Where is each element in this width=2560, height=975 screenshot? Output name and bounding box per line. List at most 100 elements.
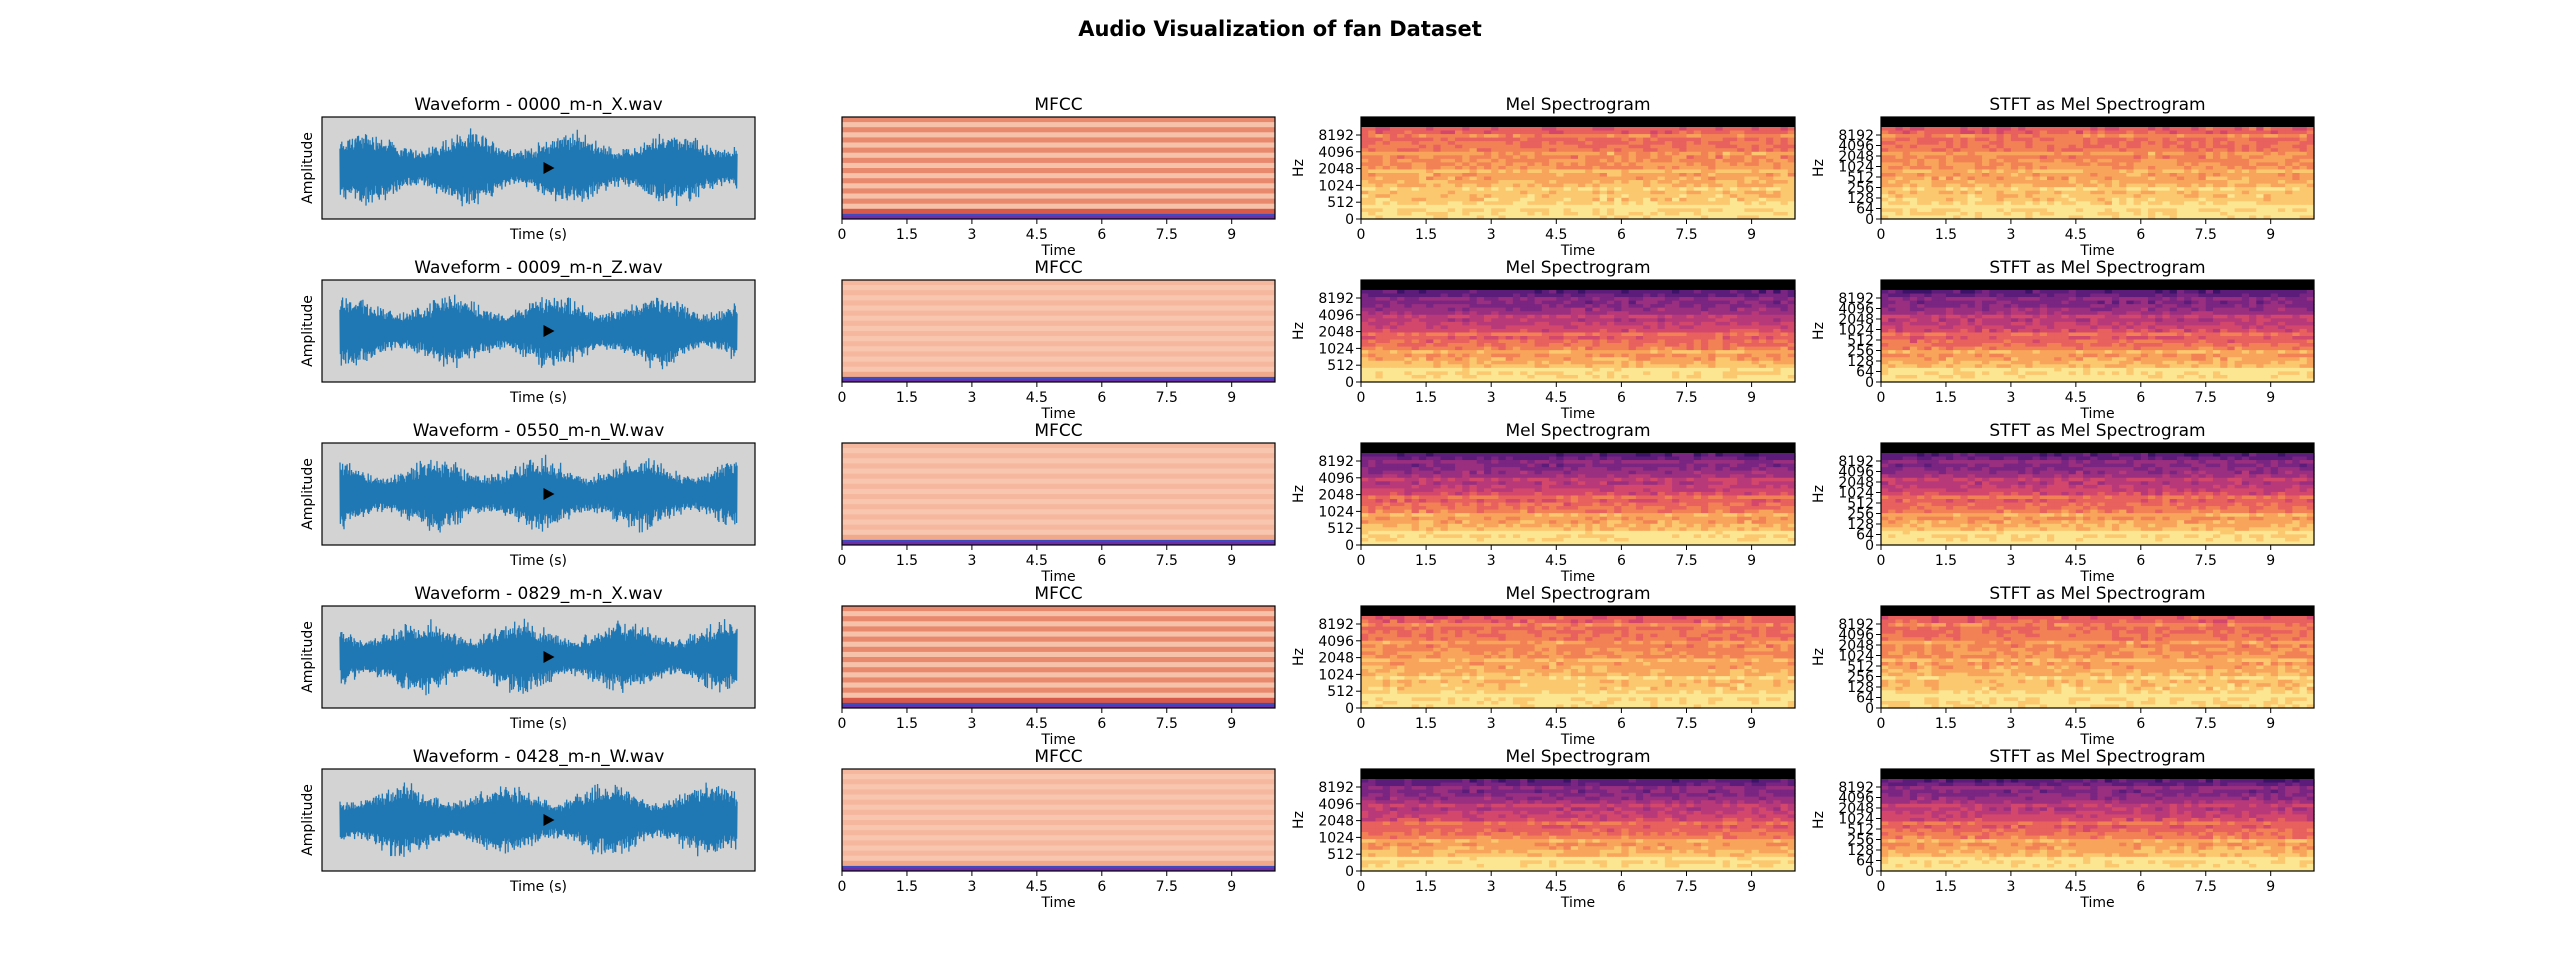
mel-cell <box>1512 134 1521 139</box>
mel-cell <box>1729 314 1738 319</box>
stft-cell <box>2119 127 2127 132</box>
mfcc-band <box>842 285 1275 291</box>
mel-cell <box>1708 357 1717 362</box>
mel-cell <box>1628 364 1637 369</box>
stft-cell <box>2277 194 2286 199</box>
mel-cell <box>1556 367 1565 372</box>
stft-cell <box>2140 208 2149 213</box>
mel-cell <box>1672 300 1680 305</box>
stft-cell <box>2104 197 2113 202</box>
mel-cell <box>1426 304 1434 309</box>
mel-cell <box>1570 204 1579 209</box>
mel-cell <box>1520 137 1528 142</box>
stft-cell <box>2126 137 2135 142</box>
stft-cell <box>1924 169 1933 174</box>
stft-cell <box>2032 211 2041 217</box>
mel-cell <box>1679 343 1688 348</box>
mel-cell <box>1650 374 1659 380</box>
stft-cell <box>1924 197 1933 202</box>
mel-cell <box>1643 134 1651 139</box>
stft-cell <box>1888 297 1897 302</box>
mel-cell <box>1686 307 1695 312</box>
mel-cell <box>1787 374 1796 380</box>
mel-cell <box>1498 151 1507 156</box>
mel-cell <box>1556 158 1565 163</box>
stft-cell <box>2256 197 2265 202</box>
stft-cell <box>2032 180 2041 185</box>
stft-cell <box>1881 201 1889 206</box>
mel-cell <box>1411 311 1420 316</box>
mel-cell <box>1397 204 1405 209</box>
mel-cell <box>1744 197 1753 202</box>
mel-cell <box>1578 165 1586 171</box>
mel-cell <box>1389 134 1398 139</box>
mel-cell <box>1643 332 1651 337</box>
mel-cell <box>1368 332 1377 337</box>
mel-cell <box>1693 183 1702 188</box>
mel-cell <box>1700 173 1709 178</box>
stft-cell <box>2119 176 2127 181</box>
mel-cell <box>1404 325 1413 330</box>
stft-cell <box>1974 148 1983 153</box>
mel-cell <box>1368 304 1377 309</box>
mel-cell <box>1382 204 1391 209</box>
mel-cell <box>1780 211 1789 217</box>
mel-cell <box>1578 127 1586 132</box>
mel-cell <box>1766 328 1774 334</box>
waveform-line <box>339 294 738 370</box>
mel-cell <box>1411 151 1420 156</box>
mel-cell <box>1599 311 1608 316</box>
mel-cell <box>1592 297 1601 302</box>
mel-cell <box>1664 357 1673 362</box>
stft-cell <box>1902 190 1911 195</box>
mel-cell <box>1469 134 1478 139</box>
mel-cell <box>1404 353 1413 358</box>
mel-cell <box>1650 321 1659 326</box>
mel-cell <box>1679 187 1688 192</box>
stft-cell <box>1974 130 1983 135</box>
mel-cell <box>1570 144 1579 149</box>
stft-cell <box>2148 173 2156 178</box>
mel-cell <box>1563 339 1572 344</box>
mel-cell <box>1729 194 1738 199</box>
mel-cell <box>1657 208 1666 213</box>
mel-cell <box>1628 378 1637 383</box>
stft-cell <box>2198 127 2207 132</box>
stft-cell <box>2234 211 2243 217</box>
mel-cell <box>1578 343 1586 348</box>
stft-cell <box>2061 130 2070 135</box>
mel-cell <box>1491 158 1500 163</box>
stft-cell <box>1974 290 1983 295</box>
mel-cell <box>1498 321 1507 326</box>
mel-cell <box>1440 148 1449 153</box>
mel-cell <box>1368 162 1377 167</box>
stft-cell <box>1881 194 1889 199</box>
mel-cell <box>1664 141 1673 146</box>
mel-cell <box>1693 127 1702 132</box>
mel-cell <box>1585 162 1594 167</box>
mel-cell <box>1447 134 1456 139</box>
mel-cell <box>1599 215 1608 220</box>
stft-cell <box>1938 187 1947 192</box>
mel-cell <box>1751 346 1760 351</box>
stft-cell <box>1917 187 1925 192</box>
mel-cell <box>1686 357 1695 362</box>
stft-cell <box>2220 290 2228 295</box>
stft-cell <box>2003 158 2012 163</box>
mel-cell <box>1780 165 1789 171</box>
stft-cell <box>2205 194 2214 199</box>
stft-cell <box>2133 130 2142 135</box>
mel-cell <box>1729 336 1738 341</box>
mel-cell <box>1520 293 1528 298</box>
mel-cell <box>1483 127 1492 132</box>
mel-cell <box>1563 300 1572 305</box>
mfcc-band <box>842 162 1275 169</box>
mel-cell <box>1585 357 1594 362</box>
mel-cell <box>1505 300 1514 305</box>
stft-cell <box>1967 144 1976 149</box>
stft-cell <box>1881 169 1889 174</box>
mel-cell <box>1664 343 1673 348</box>
mel-cell <box>1469 364 1478 369</box>
mel-cell <box>1520 343 1528 348</box>
stft-cell <box>1909 215 1918 220</box>
